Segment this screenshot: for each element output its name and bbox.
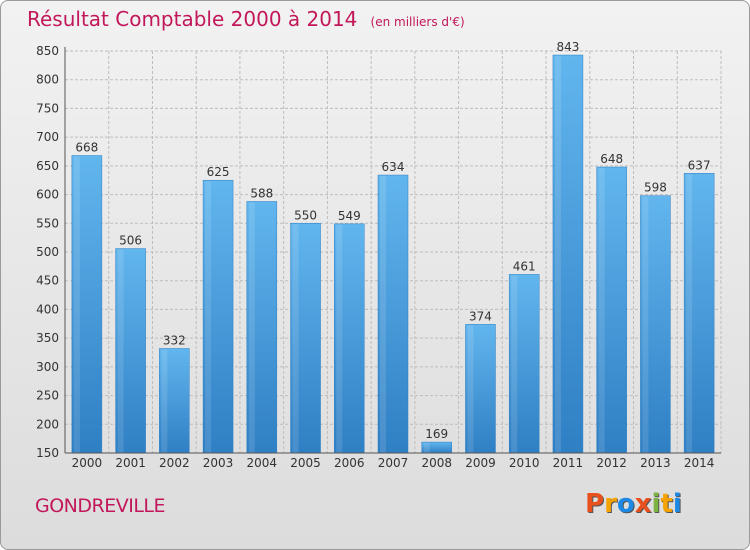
x-tick-label-2014: 2014 (684, 456, 715, 470)
x-tick-label-2007: 2007 (378, 456, 409, 470)
chart-unit: (en milliers d'€) (370, 15, 465, 29)
value-label-2004: 588 (250, 186, 273, 200)
x-tick-label-2003: 2003 (203, 456, 234, 470)
y-tick-label: 700 (36, 130, 59, 144)
bar-2014 (683, 173, 715, 454)
value-label-2009: 374 (469, 309, 492, 323)
brand-letter: t (660, 489, 673, 519)
y-tick-label: 250 (36, 389, 59, 403)
data-labels: 668 506 332 625 588 550 549 634 169 374 461 843 648 5… (75, 40, 710, 441)
y-tick-label: 200 (36, 417, 59, 431)
brand-letter: x (634, 489, 652, 519)
axes: 150 200 250 300 350 400 450 500 550 600 650 700 750 8… (36, 44, 721, 470)
x-tick-label-2001: 2001 (115, 456, 146, 470)
brand-letter: r (604, 489, 617, 519)
y-tick-label: 500 (36, 245, 59, 259)
x-tick-label-2008: 2008 (421, 456, 452, 470)
y-tick-label: 750 (36, 101, 59, 115)
value-label-2006: 549 (338, 209, 361, 223)
x-tick-label-2011: 2011 (553, 456, 584, 470)
bar-2006 (334, 223, 365, 454)
commune-name: GONDREVILLE (35, 495, 166, 517)
bars (71, 54, 715, 454)
x-tick-label-2002: 2002 (159, 456, 190, 470)
brand-letter: P (585, 489, 605, 519)
value-label-2008: 169 (425, 427, 448, 441)
x-tick-label-2004: 2004 (247, 456, 278, 470)
bar-highlight (117, 249, 124, 453)
chart-title: Résultat Comptable 2000 à 2014 (27, 7, 358, 31)
value-label-2001: 506 (119, 234, 142, 248)
value-label-2000: 668 (75, 141, 98, 155)
value-label-2005: 550 (294, 208, 317, 222)
bar-2009 (465, 324, 496, 454)
brand-letter: i (672, 489, 682, 519)
bar-highlight (467, 325, 474, 453)
x-tick-label-2013: 2013 (640, 456, 671, 470)
y-tick-label: 650 (36, 159, 59, 173)
bar-highlight (642, 196, 649, 453)
title-row: Résultat Comptable 2000 à 2014 (en milli… (27, 7, 465, 31)
value-label-2010: 461 (513, 259, 536, 273)
x-tick-label-2010: 2010 (509, 456, 540, 470)
proxiti-logo[interactable]: Proxiti (585, 489, 682, 519)
value-label-2012: 648 (600, 152, 623, 166)
bar-2005 (290, 223, 321, 454)
bar-highlight (248, 202, 255, 453)
x-tick-label-2006: 2006 (334, 456, 365, 470)
bar-highlight (336, 224, 343, 453)
bar-highlight (73, 156, 80, 453)
y-tick-label: 600 (36, 188, 59, 202)
y-tick-label: 550 (36, 216, 59, 230)
bar-highlight (511, 275, 518, 453)
x-tick-label-2009: 2009 (465, 456, 496, 470)
brand-letter: i (651, 489, 661, 519)
y-tick-label: 400 (36, 302, 59, 316)
brand-letter: o (616, 489, 635, 519)
bar-highlight (423, 443, 430, 453)
bar-2000 (71, 155, 103, 454)
y-tick-label: 150 (36, 446, 59, 460)
bar-highlight (598, 168, 605, 453)
bar-2011 (552, 54, 584, 454)
bar-highlight (554, 56, 561, 454)
bar-2001 (115, 248, 146, 454)
value-label-2013: 598 (644, 181, 667, 195)
y-tick-label: 450 (36, 274, 59, 288)
bar-highlight (161, 349, 168, 453)
x-tick-label-2005: 2005 (290, 456, 321, 470)
y-tick-label: 800 (36, 73, 59, 87)
bar-2002 (159, 348, 190, 454)
bar-2003 (202, 179, 234, 454)
value-label-2007: 634 (382, 160, 405, 174)
bar-2004 (246, 201, 278, 454)
bar-2012 (596, 166, 627, 454)
bar-highlight (205, 181, 212, 453)
value-label-2014: 637 (688, 158, 711, 172)
value-label-2002: 332 (163, 333, 186, 347)
y-tick-label: 350 (36, 331, 59, 345)
bar-highlight (292, 224, 299, 453)
bar-2010 (508, 274, 540, 454)
y-tick-label: 300 (36, 360, 59, 374)
bar-highlight (380, 176, 386, 453)
value-label-2011: 843 (556, 40, 579, 54)
x-tick-label-2000: 2000 (72, 456, 103, 470)
value-label-2003: 625 (207, 165, 230, 179)
x-tick-label-2012: 2012 (596, 456, 627, 470)
y-tick-label: 850 (36, 44, 59, 58)
bar-highlight (686, 174, 693, 453)
